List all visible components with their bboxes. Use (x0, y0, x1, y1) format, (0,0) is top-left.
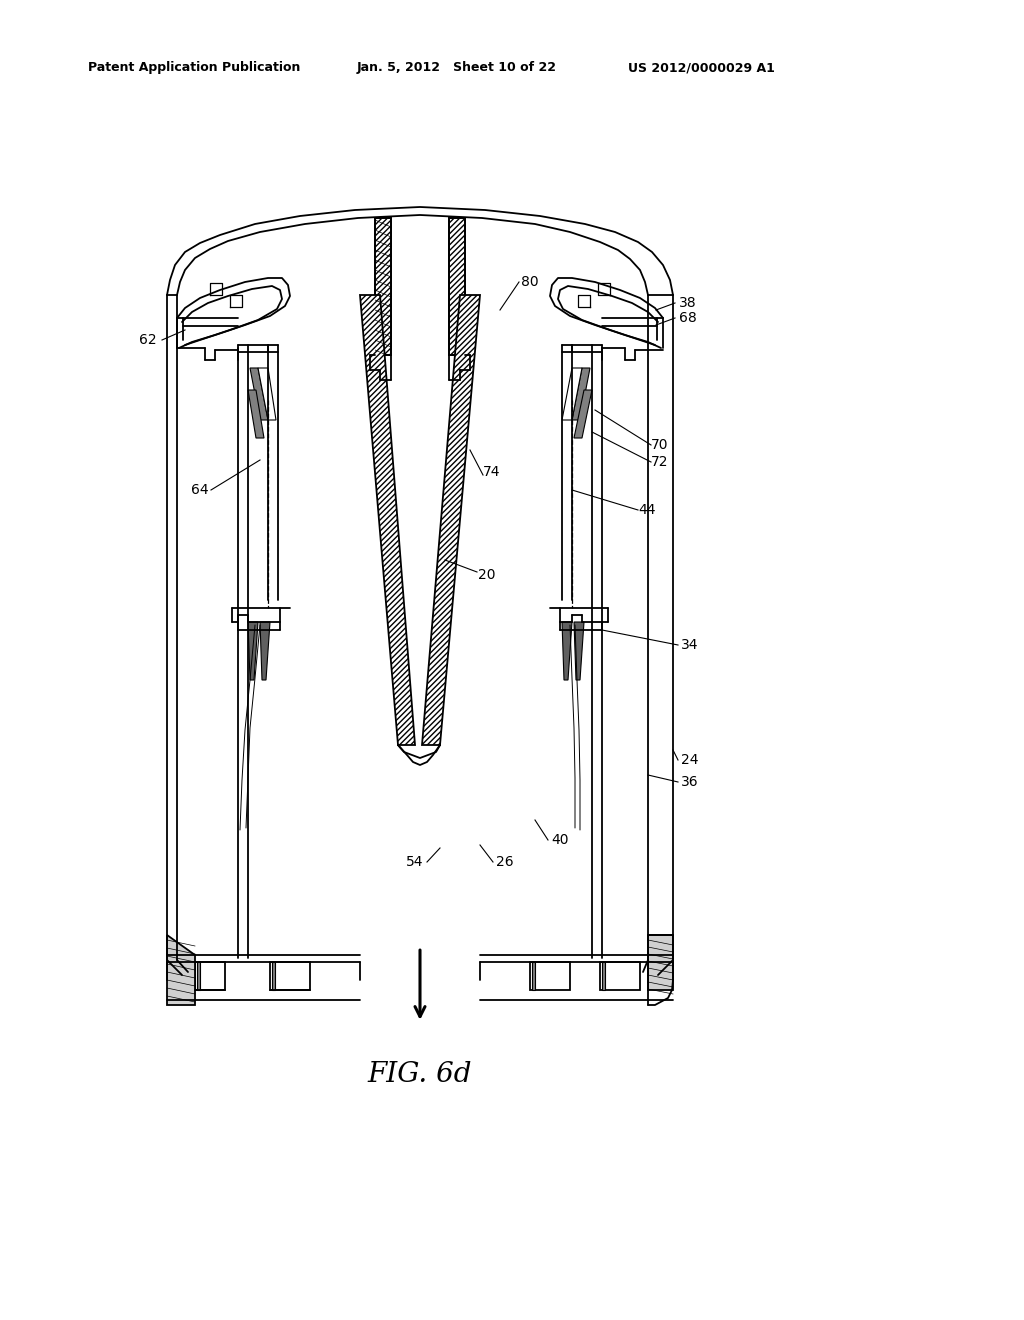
Text: 34: 34 (681, 638, 698, 652)
Polygon shape (167, 935, 195, 1005)
Polygon shape (562, 368, 582, 420)
Polygon shape (572, 368, 590, 420)
Text: 40: 40 (551, 833, 568, 847)
Text: 54: 54 (407, 855, 424, 869)
Polygon shape (195, 962, 225, 990)
Text: Patent Application Publication: Patent Application Publication (88, 62, 300, 74)
Polygon shape (532, 962, 535, 990)
Polygon shape (248, 389, 264, 438)
Polygon shape (375, 218, 391, 355)
Polygon shape (250, 368, 268, 420)
Text: 80: 80 (521, 275, 539, 289)
Polygon shape (574, 389, 592, 438)
Polygon shape (260, 622, 270, 680)
Text: 38: 38 (679, 296, 696, 310)
Polygon shape (272, 962, 275, 990)
Text: 26: 26 (497, 855, 514, 869)
Polygon shape (360, 294, 415, 744)
Text: FIG. 6d: FIG. 6d (368, 1061, 472, 1089)
Text: 70: 70 (651, 438, 669, 451)
Polygon shape (600, 962, 640, 990)
Text: 36: 36 (681, 775, 698, 789)
Polygon shape (197, 962, 200, 990)
Text: 64: 64 (191, 483, 209, 498)
Polygon shape (258, 368, 276, 420)
Text: 44: 44 (638, 503, 655, 517)
Text: 72: 72 (651, 455, 669, 469)
Polygon shape (449, 218, 465, 355)
Text: 24: 24 (681, 752, 698, 767)
Polygon shape (562, 622, 572, 680)
Text: US 2012/0000029 A1: US 2012/0000029 A1 (628, 62, 775, 74)
Polygon shape (248, 622, 258, 680)
Polygon shape (648, 935, 673, 990)
Polygon shape (422, 294, 480, 744)
Text: 20: 20 (478, 568, 496, 582)
Polygon shape (530, 962, 570, 990)
Polygon shape (574, 622, 584, 680)
Polygon shape (602, 962, 605, 990)
Text: 62: 62 (139, 333, 157, 347)
Text: 68: 68 (679, 312, 697, 325)
Text: 74: 74 (483, 465, 501, 479)
Polygon shape (270, 962, 310, 990)
Text: Jan. 5, 2012   Sheet 10 of 22: Jan. 5, 2012 Sheet 10 of 22 (357, 62, 557, 74)
